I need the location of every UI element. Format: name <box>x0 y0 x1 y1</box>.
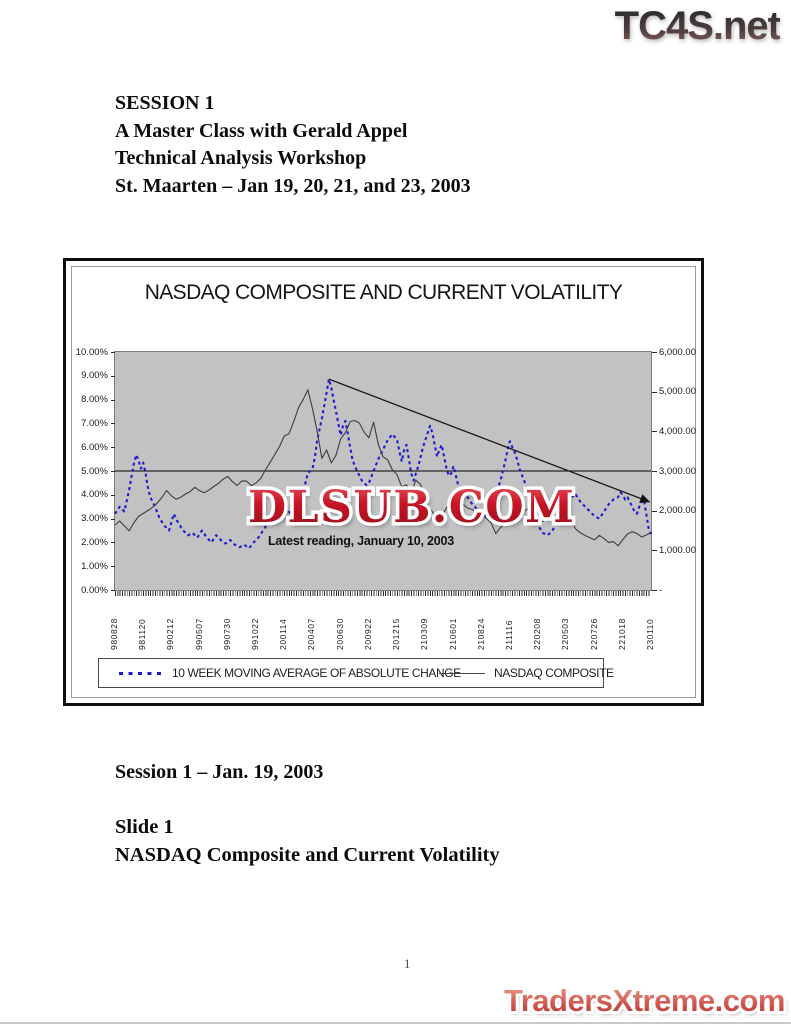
dlsub-watermark-text: DLSUB.COM <box>248 482 576 533</box>
latest-reading-annotation: Latest reading, January 10, 2003 <box>268 534 455 548</box>
x-axis-date-label: 220208 <box>532 618 543 650</box>
page-number: 1 <box>404 956 411 971</box>
x-axis-date-label: 200630 <box>334 618 345 650</box>
y-axis-right-tick <box>652 550 657 552</box>
header-line-session: SESSION 1 <box>115 92 215 114</box>
x-axis-date-label: 210601 <box>447 618 458 650</box>
legend-item-volatility: 10 WEEK MOVING AVERAGE OF ABSOLUTE CHANG… <box>119 666 461 680</box>
x-axis-date-label: 990212 <box>165 618 176 650</box>
x-axis-date-label: 991022 <box>250 618 261 650</box>
y-axis-left-label: 5.00% <box>81 465 108 477</box>
y-axis-left-label: 7.00% <box>81 417 108 429</box>
x-axis-date-label: 220503 <box>560 618 571 650</box>
tradersxtreme-text: TradersXtreme.com <box>504 983 785 1018</box>
slide-caption-block: Slide 1 NASDAQ Composite and Current Vol… <box>115 814 500 869</box>
header-line-location-dates: St. Maarten – Jan 19, 20, 21, and 23, 20… <box>115 174 471 197</box>
y-axis-left-label: 3.00% <box>81 513 108 525</box>
y-axis-left-tick <box>111 352 115 353</box>
y-axis-left-label: 2.00% <box>81 536 108 548</box>
y-axis-left-tick <box>111 494 115 496</box>
y-axis-left-tick <box>111 590 115 591</box>
y-axis-right-label: 4,000.00 <box>659 425 696 437</box>
x-axis-date-label: 990507 <box>193 618 204 650</box>
y-axis-right-label: 5,000.00 <box>659 386 696 398</box>
y-axis-left-label: 4.00% <box>81 489 108 501</box>
nasdaq-series-line <box>114 389 652 547</box>
y-axis-left-label: 10.00% <box>75 346 108 358</box>
session-caption: Session 1 – Jan. 19, 2003 <box>115 761 324 783</box>
y-axis-left-tick <box>111 423 115 425</box>
y-axis-left-label: 6.00% <box>81 441 108 453</box>
tradersxtreme-outline: TradersXtreme.com <box>501 980 788 1021</box>
legend-label-nasdaq: NASDAQ COMPOSITE <box>494 666 614 680</box>
y-axis-right-label: 6,000.00 <box>659 346 696 358</box>
slide-title: NASDAQ Composite and Current Volatility <box>115 843 500 866</box>
weekly-minor-ticks <box>115 591 651 596</box>
y-axis-left-tick <box>111 566 115 568</box>
x-axis-date-label: 200922 <box>362 618 373 650</box>
legend-label-volatility: 10 WEEK MOVING AVERAGE OF ABSOLUTE CHANG… <box>172 666 461 680</box>
y-axis-left-tick <box>111 399 115 401</box>
y-axis-left-tick <box>111 518 115 520</box>
y-axis-left-tick <box>111 542 115 544</box>
chart-title: NASDAQ COMPOSITE AND CURRENT VOLATILITY <box>144 281 623 304</box>
x-axis-date-label: 201215 <box>391 618 402 650</box>
header-block: SESSION 1 A Master Class with Gerald App… <box>115 90 471 200</box>
x-axis-date-label: 990730 <box>221 618 232 650</box>
x-axis-date-label: 200114 <box>278 618 289 650</box>
trendline-arrow <box>328 378 651 503</box>
y-axis-right-label: 2,000.00 <box>659 505 696 517</box>
x-axis-date-label: 221018 <box>616 618 627 650</box>
chart-legend: 10 WEEK MOVING AVERAGE OF ABSOLUTE CHANG… <box>98 658 614 688</box>
y-axis-right-tick <box>652 510 657 512</box>
x-axis-date-label: 210309 <box>419 618 430 650</box>
dashed-line-sample <box>119 672 163 675</box>
y-axis-left-tick <box>111 447 115 449</box>
x-axis-date-label: 211116 <box>503 619 514 650</box>
x-axis-date-label: 210824 <box>475 618 486 650</box>
chart-figure: NASDAQ COMPOSITE AND CURRENT VOLATILITY … <box>63 258 704 706</box>
slide-label: Slide 1 <box>115 816 174 838</box>
y-axis-left-label: 9.00% <box>81 370 108 382</box>
chart-lines-canvas <box>114 378 652 550</box>
dlsub-watermark-outline: DLSUB.COM <box>244 479 577 537</box>
y-axis-right-label: 3,000.00 <box>659 465 696 477</box>
y-axis-right-label: - <box>659 584 663 596</box>
x-axis-date-label: 980828 <box>109 618 119 650</box>
header-line-workshop: Technical Analysis Workshop <box>115 147 367 169</box>
x-axis-date-label: 220726 <box>588 618 599 650</box>
y-axis-left-tick <box>111 375 115 377</box>
y-axis-left-label: 1.00% <box>81 560 108 572</box>
dlsub-watermark: DLSUB.COM DLSUB.COM <box>244 479 618 540</box>
y-axis-right-tick <box>652 391 657 393</box>
tc4s-watermark-logo: TC4S.net <box>614 4 781 48</box>
page-bottom-edge <box>0 1022 791 1024</box>
x-axis-date-label: 981120 <box>137 618 148 650</box>
y-axis-right-tick <box>652 471 657 472</box>
x-axis-date-label: 230110 <box>645 618 655 650</box>
y-axis-right-label: 1,000.00 <box>659 544 696 556</box>
y-axis-right-tick <box>652 431 657 433</box>
y-axis-left-label: 8.00% <box>81 394 108 406</box>
legend-item-nasdaq: NASDAQ COMPOSITE <box>439 666 614 680</box>
y-axis-right-tick <box>652 590 657 591</box>
y-axis-right-tick <box>652 352 657 353</box>
volatility-series-line <box>114 378 652 550</box>
y-axis-left-tick <box>111 471 115 472</box>
y-axis-left-label: 0.00% <box>81 584 108 596</box>
header-line-masterclass: A Master Class with Gerald Appel <box>115 119 408 142</box>
x-axis-date-label: 200407 <box>306 618 317 650</box>
solid-line-sample <box>439 672 485 674</box>
